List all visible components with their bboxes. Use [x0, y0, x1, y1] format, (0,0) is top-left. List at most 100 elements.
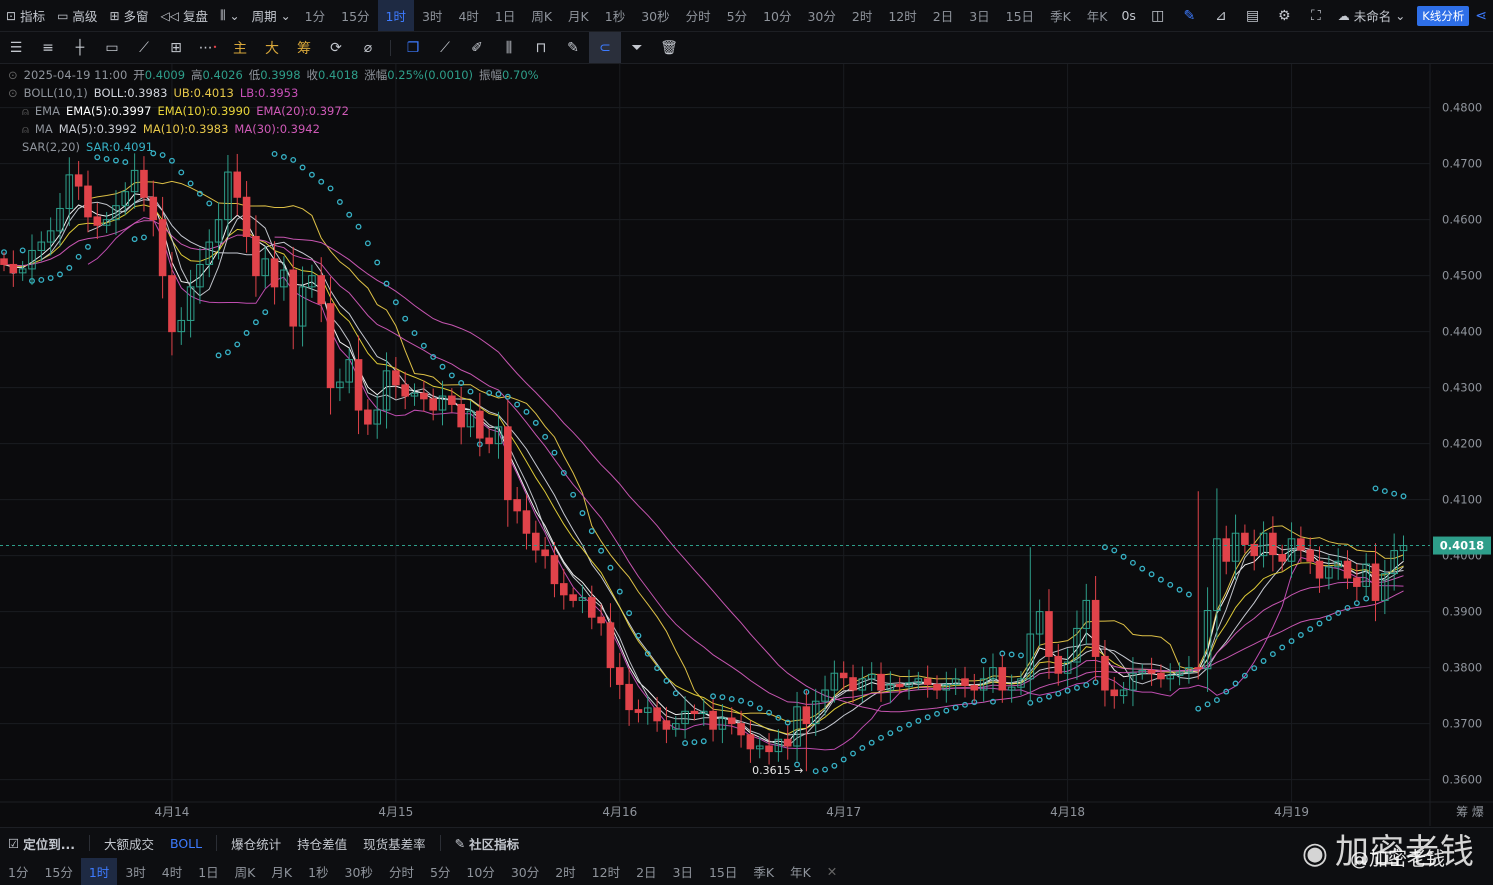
period-tab-7[interactable]: 月K — [568, 9, 589, 24]
order-icon[interactable]: ⊿ — [1215, 7, 1227, 24]
bottom-period-tab-15[interactable]: 12时 — [591, 865, 621, 880]
bottom-period-tab-18[interactable]: 15日 — [708, 865, 738, 880]
sar-dot — [290, 156, 297, 163]
fullscreen-icon[interactable]: ⛶ — [1310, 7, 1321, 24]
period-tab-17[interactable]: 3日 — [969, 9, 990, 24]
ticket-icon[interactable]: ▤ — [1246, 7, 1260, 24]
ruler-icon[interactable]: ⟋ — [139, 39, 149, 56]
candle-icon[interactable]: ⫼ — [505, 39, 513, 56]
boll-button[interactable]: BOLL — [169, 835, 203, 851]
sar-name: SAR(2,20) — [22, 140, 80, 154]
bottom-period-tab-10[interactable]: 分时 — [388, 865, 414, 880]
candle-body — [121, 191, 130, 207]
period-tab-2[interactable]: 1时 — [377, 0, 414, 31]
horizontal-line-icon[interactable]: ┼ — [75, 39, 85, 56]
bottom-period-bar: 1分 15分 1时 3时 4时 1日 周K 月K 1秒 30秒 分时 5分 10分 30分 2时 12时 2日 3… — [0, 858, 1493, 885]
collapse-icon[interactable]: ⊙ — [8, 86, 18, 100]
bottom-period-tab-4[interactable]: 4时 — [161, 865, 183, 880]
bottom-period-tab-16[interactable]: 2日 — [636, 865, 657, 880]
bottom-period-tab-11[interactable]: 5分 — [429, 865, 451, 880]
list-icon[interactable]: ≡ — [42, 39, 54, 56]
settings-icon[interactable]: ⚙ — [1277, 7, 1291, 24]
period-tab-16[interactable]: 2日 — [932, 9, 954, 24]
filter-icon[interactable]: ⏷ — [631, 39, 643, 56]
more-icon[interactable]: ⋯ • — [198, 39, 218, 56]
bell-icon[interactable]: ⍝ — [22, 104, 29, 118]
lock-icon[interactable]: ⊓ — [535, 39, 547, 56]
period-tab-1[interactable]: 15分 — [341, 9, 370, 24]
period-tab-6[interactable]: 周K — [531, 9, 553, 24]
bottom-period-tab-2[interactable]: 1时 — [80, 858, 118, 885]
period-tab-10[interactable]: 分时 — [685, 9, 711, 24]
large-trades-button[interactable]: 大额成交 — [103, 836, 154, 852]
kline-chart[interactable]: 0.4800 0.4700 0.4600 0.4500 0.4400 0.4300 0.42… — [0, 64, 1493, 826]
candle-body — [382, 370, 391, 411]
bottom-period-tab-6[interactable]: 周K — [234, 865, 256, 880]
sar-dot — [439, 363, 446, 370]
bottom-period-tab-3[interactable]: 3时 — [125, 865, 146, 880]
pencil-icon[interactable]: ✐ — [471, 39, 483, 56]
liquidation-stats-button[interactable]: 爆仓统计 — [231, 836, 282, 852]
indicator-button[interactable]: ⊡ 指标 — [0, 0, 51, 31]
kline-analysis-button[interactable]: K线分析 — [1417, 5, 1470, 26]
period-tab-15[interactable]: 12时 — [888, 9, 917, 24]
replay-button[interactable]: ◁◁ 复盘 — [155, 0, 214, 31]
bottom-period-tab-17[interactable]: 3日 — [672, 865, 693, 880]
locate-button[interactable]: ☑ 定位到... — [0, 828, 83, 858]
bottom-period-tab-9[interactable]: 30秒 — [344, 865, 373, 880]
layout-account-dropdown[interactable]: ☁ 未命名 ⌄ — [1332, 0, 1412, 31]
period-tab-19[interactable]: 季K — [1050, 9, 1071, 24]
multi-window-button[interactable]: ⊞ 多窗 — [103, 0, 154, 31]
measure-icon[interactable]: ⊞ — [170, 39, 182, 56]
pen-icon[interactable]: ✎ — [1183, 7, 1196, 24]
period-tab-8[interactable]: 1秒 — [604, 9, 626, 24]
bottom-period-tab-20[interactable]: 年K — [790, 865, 811, 880]
bottom-period-tab-7[interactable]: 月K — [271, 865, 293, 880]
copy-icon[interactable]: ❐ — [406, 39, 420, 56]
chart-type-button[interactable]: ⫼ ⌄ — [214, 0, 246, 31]
period-tab-18[interactable]: 15日 — [1005, 9, 1035, 24]
candle-body — [494, 426, 503, 445]
period-tab-11[interactable]: 5分 — [726, 9, 748, 24]
period-tab-3[interactable]: 3时 — [421, 9, 443, 24]
sar-dot — [420, 342, 427, 349]
brush-off-icon[interactable]: ⌀ — [363, 39, 373, 56]
large-order-button[interactable]: 大 — [265, 40, 279, 57]
rectangle-icon[interactable]: ▭ — [105, 39, 119, 56]
advanced-button[interactable]: ▭ 高级 — [51, 0, 103, 31]
period-tab-4[interactable]: 4时 — [458, 9, 479, 24]
spot-basis-button[interactable]: 现货基差率 — [363, 836, 426, 852]
period-tab-5[interactable]: 1日 — [494, 9, 516, 24]
period-tab-0[interactable]: 1分 — [304, 9, 326, 24]
share-icon[interactable]: ⋖ — [1475, 7, 1488, 24]
period-tab-14[interactable]: 2时 — [851, 9, 873, 24]
camera-icon[interactable]: ◫ — [1151, 7, 1165, 24]
bottom-period-tab-13[interactable]: 30分 — [510, 865, 540, 880]
period-tab-9[interactable]: 30秒 — [641, 9, 670, 24]
community-indicators-button[interactable]: ✎ 社区指标 — [447, 828, 528, 858]
bottom-period-tab-0[interactable]: 1分 — [8, 865, 29, 880]
sync-icon[interactable]: ⟳ — [330, 39, 342, 56]
period-tab-12[interactable]: 10分 — [763, 9, 792, 24]
bottom-period-tab-5[interactable]: 1日 — [198, 865, 219, 880]
bottom-period-tab-12[interactable]: 10分 — [466, 865, 495, 880]
kline-chart-svg[interactable]: 0.4800 0.4700 0.4600 0.4500 0.4400 0.4300 0.42… — [0, 64, 1493, 826]
ruler-tool-icon[interactable]: ⟋ — [440, 39, 450, 56]
period-tab-13[interactable]: 30分 — [807, 9, 836, 24]
trash-icon[interactable]: 🗑 — [660, 39, 678, 56]
edit-box-icon[interactable]: ✎ — [567, 39, 579, 56]
period-tab-20[interactable]: 年K — [1086, 9, 1108, 24]
bottom-period-tab-14[interactable]: 2时 — [555, 865, 576, 880]
chip-button[interactable]: 筹 — [297, 40, 311, 57]
period-dropdown[interactable]: 周期 ⌄ — [246, 0, 297, 31]
menu-icon[interactable]: ☰ — [9, 39, 23, 56]
bottom-period-tab-19[interactable]: 季K — [753, 865, 775, 880]
bell-icon[interactable]: ⍝ — [22, 122, 29, 136]
bottom-period-tab-8[interactable]: 1秒 — [308, 865, 329, 880]
magnet-icon[interactable]: ⊂ — [589, 32, 621, 63]
close-icon[interactable]: ✕ — [826, 864, 838, 879]
collapse-icon[interactable]: ⊙ — [8, 68, 18, 82]
open-interest-diff-button[interactable]: 持仓差值 — [297, 836, 348, 852]
bottom-period-tab-1[interactable]: 15分 — [44, 865, 73, 880]
main-force-button[interactable]: 主 — [233, 40, 247, 57]
